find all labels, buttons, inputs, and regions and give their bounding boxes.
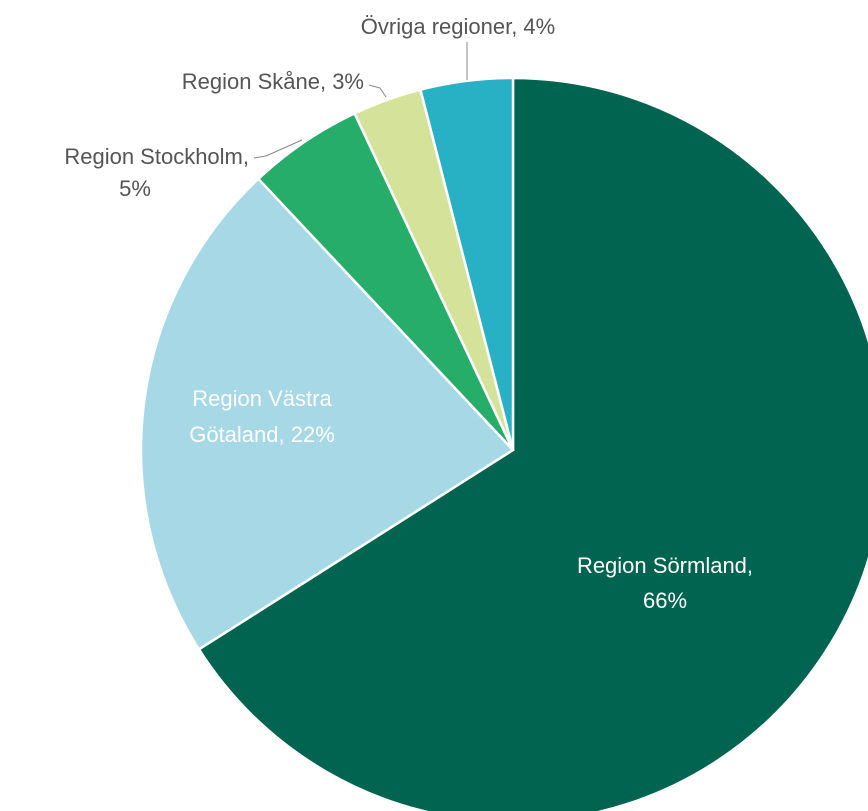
- pie-slice: [197, 76, 868, 811]
- data-label: Götaland, 22%: [189, 422, 335, 447]
- pie-slice: [418, 76, 515, 451]
- data-label: Region Västra: [192, 386, 332, 411]
- data-label: Övriga regioner, 4%: [361, 14, 555, 39]
- leader-line: [253, 139, 303, 159]
- data-label: 5%: [119, 176, 151, 201]
- data-label: Region Sörmland,: [577, 553, 753, 578]
- data-label: Region Skåne, 3%: [182, 69, 364, 94]
- data-label: 66%: [643, 588, 687, 613]
- data-label: Region Stockholm,: [64, 144, 249, 169]
- leader-line: [368, 84, 387, 98]
- pie-slice: [139, 177, 515, 652]
